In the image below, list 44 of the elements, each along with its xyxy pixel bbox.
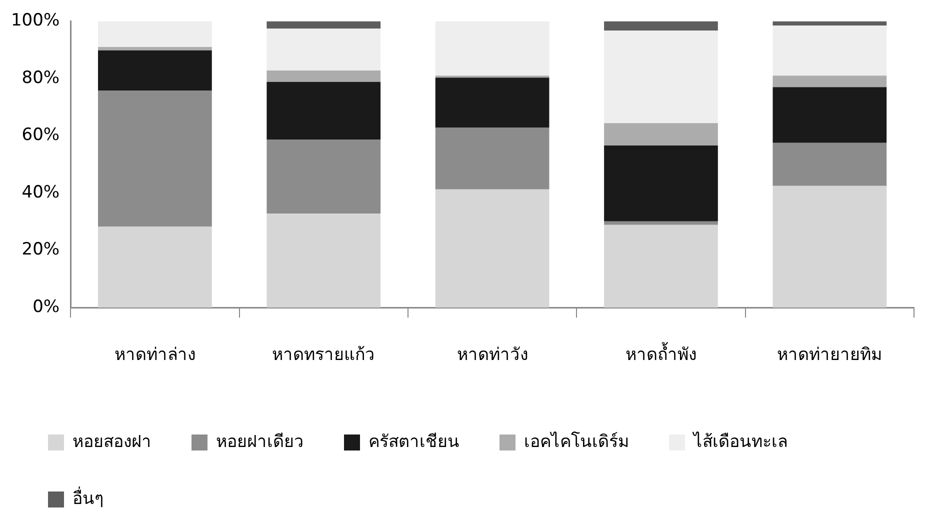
x-tick-label: หาดทรายแก้ว (272, 345, 376, 366)
x-tick-label: หาดท่าล่าง (114, 345, 196, 366)
bar (604, 224, 718, 308)
bar (266, 70, 381, 82)
bar (266, 21, 381, 29)
bar (772, 25, 887, 76)
y-tick-label: 40% (22, 182, 60, 202)
y-tick-label: 60% (22, 125, 60, 146)
bar (266, 28, 381, 70)
bar (266, 82, 381, 140)
legend-label: หอยฝาเดียว (216, 432, 304, 452)
bar (604, 221, 718, 225)
x-tick-label: หาดท่ายายทิม (777, 345, 882, 366)
y-tick-label: 100% (10, 10, 60, 31)
bar (772, 142, 887, 186)
bar (98, 226, 212, 308)
bar (772, 186, 887, 308)
bar (772, 21, 887, 26)
y-tick-label: 0% (32, 297, 60, 318)
legend-label: หอยสองฝา (72, 432, 152, 452)
legend-label: เอคไคโนเดิร์ม (524, 430, 629, 452)
legend-label: อื่นๆ (72, 486, 104, 509)
legend-label: ครัสตาเชียน (368, 432, 460, 452)
bar (266, 214, 381, 308)
bar (604, 146, 718, 222)
bar (772, 87, 887, 143)
bar (266, 139, 381, 214)
x-tick-label: หาดท่าวัง (456, 345, 528, 366)
bar (98, 46, 212, 50)
bar (772, 76, 887, 88)
bar (435, 189, 550, 308)
bar (604, 21, 718, 31)
bar (435, 78, 550, 128)
y-tick-label: 20% (22, 240, 60, 260)
bar (435, 127, 550, 190)
y-tick-label: 80% (22, 68, 60, 88)
bar (435, 21, 550, 76)
bar (98, 50, 212, 91)
bar (604, 30, 718, 124)
bar (604, 123, 718, 146)
bar (98, 21, 212, 47)
bar (98, 90, 212, 227)
legend-label: ไส้เดือนทะเล (692, 430, 788, 452)
x-tick-label: หาดถ้ำพัง (625, 342, 696, 366)
